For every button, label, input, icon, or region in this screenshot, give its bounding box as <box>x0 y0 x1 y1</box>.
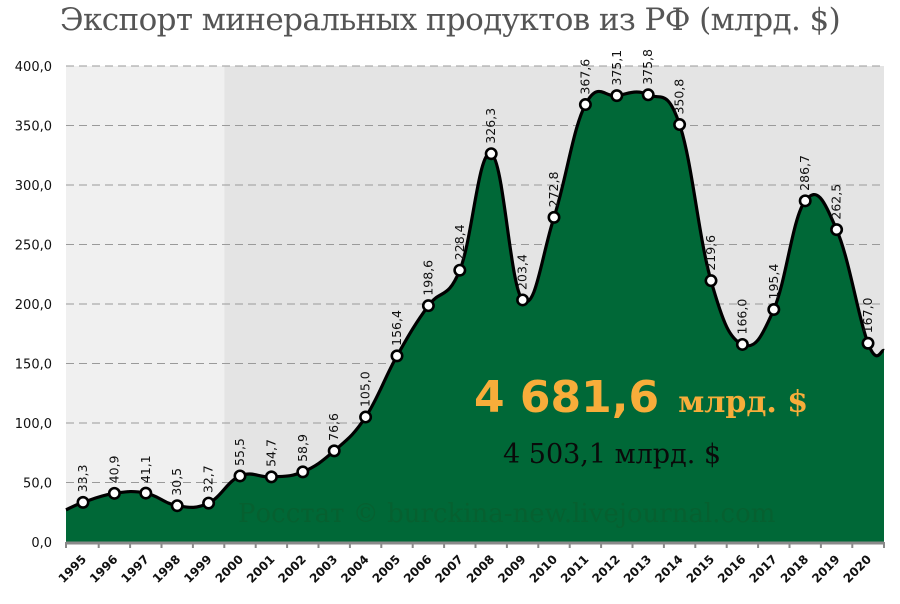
x-tick-label: 2005 <box>370 552 404 586</box>
x-tick-label: 1999 <box>181 552 215 586</box>
x-tick-label: 2008 <box>464 552 498 586</box>
x-tick-label: 1996 <box>87 552 121 586</box>
data-point-marker <box>76 495 90 509</box>
data-label: 33,3 <box>75 465 90 493</box>
x-tick-label: 2014 <box>652 552 686 586</box>
data-point-marker <box>359 410 373 424</box>
y-tick-label: 400,0 <box>15 60 52 75</box>
total-unit: млрд. $ <box>678 385 808 420</box>
watermark: Росстат © burckina-new.livejournal.com <box>238 499 775 529</box>
data-point-marker <box>202 496 216 510</box>
x-tick-label: 2019 <box>809 552 843 586</box>
x-tick-label: 2018 <box>778 552 812 586</box>
data-label: 105,0 <box>358 371 373 407</box>
data-point-marker <box>735 337 749 351</box>
data-point-marker <box>641 88 655 102</box>
data-label: 198,6 <box>420 260 435 296</box>
x-tick-label: 2004 <box>338 552 372 586</box>
data-point-marker <box>390 349 404 363</box>
data-label: 228,4 <box>452 224 467 260</box>
data-point-marker <box>264 470 278 484</box>
data-label: 166,0 <box>734 299 749 335</box>
data-point-marker <box>484 147 498 161</box>
annotations: Росстат © burckina-new.livejournal.com 4… <box>238 372 808 529</box>
data-point-marker <box>767 302 781 316</box>
data-point-marker <box>327 444 341 458</box>
data-label: 30,5 <box>169 468 184 496</box>
data-label: 375,8 <box>640 49 655 85</box>
x-tick-label: 2009 <box>495 552 529 586</box>
data-label: 167,0 <box>860 297 875 333</box>
x-tick-label: 2011 <box>558 552 592 586</box>
x-tick-label: 2002 <box>275 552 309 586</box>
data-point-marker <box>547 210 561 224</box>
data-point-marker <box>139 486 153 500</box>
data-point-marker <box>233 469 247 483</box>
data-label: 272,8 <box>546 172 561 208</box>
x-tick-label: 1997 <box>118 552 152 586</box>
data-label: 55,5 <box>232 438 247 466</box>
x-tick-label: 2016 <box>715 552 749 586</box>
x-tick-label: 2003 <box>307 552 341 586</box>
data-label: 375,1 <box>609 50 624 86</box>
data-point-marker <box>704 274 718 288</box>
x-tick-label: 2006 <box>401 552 435 586</box>
data-label: 76,6 <box>326 413 341 441</box>
x-tick-label: 2010 <box>527 552 561 586</box>
y-tick-label: 150,0 <box>15 358 52 373</box>
data-point-marker <box>421 299 435 313</box>
data-label: 32,7 <box>201 465 216 493</box>
x-tick-label: 2020 <box>841 552 875 586</box>
x-tick-label: 2007 <box>432 552 466 586</box>
data-label: 40,9 <box>106 455 121 483</box>
x-tick-label: 1995 <box>56 552 90 586</box>
data-label: 262,5 <box>829 184 844 220</box>
area-fill <box>66 91 884 542</box>
x-tick-label: 2013 <box>621 552 655 586</box>
data-point-marker <box>516 293 530 307</box>
data-label: 41,1 <box>138 455 153 483</box>
data-labels: 33,3 40,9 41,1 30,5 32,7 55,5 54,7 58,9 76,6 105,… <box>65 49 885 513</box>
x-tick-label: 2012 <box>589 552 623 586</box>
data-point-marker <box>673 118 687 132</box>
x-tick-label: 2001 <box>244 552 278 586</box>
data-label: 219,6 <box>703 235 718 271</box>
x-tick-label: 2017 <box>746 552 780 586</box>
y-tick-label: 100,0 <box>15 417 52 432</box>
data-area <box>66 91 884 542</box>
total-value: 4 681,6 <box>474 372 659 423</box>
data-label: 58,9 <box>295 434 310 462</box>
x-tick-label: 2000 <box>213 552 247 586</box>
y-tick-label: 50,0 <box>23 477 52 492</box>
data-point-marker <box>861 336 875 350</box>
data-label: 367,6 <box>577 59 592 95</box>
data-point-marker <box>107 486 121 500</box>
total-highlight: 4 681,6 млрд. $ <box>474 372 808 423</box>
data-point-marker <box>296 465 310 479</box>
x-tick-label: 1998 <box>150 552 184 586</box>
y-tick-label: 0,0 <box>31 536 52 551</box>
data-label: 156,4 <box>389 310 404 346</box>
data-label: 350,8 <box>672 79 687 115</box>
y-tick-label: 300,0 <box>15 179 52 194</box>
y-tick-label: 200,0 <box>15 298 52 313</box>
total-secondary: 4 503,1 млрд. $ <box>503 439 721 470</box>
data-label: 54,7 <box>263 439 278 467</box>
data-point-marker <box>453 263 467 277</box>
x-tick-label: 2015 <box>684 552 718 586</box>
chart-title: Экспорт минеральных продуктов из РФ (млр… <box>59 2 841 38</box>
data-point-marker <box>798 194 812 208</box>
data-point-marker <box>170 499 184 513</box>
y-tick-label: 250,0 <box>15 239 52 254</box>
data-label: 195,4 <box>766 264 781 300</box>
y-tick-label: 350,0 <box>15 120 52 135</box>
data-label: 326,3 <box>483 108 498 144</box>
data-point-marker <box>830 223 844 237</box>
data-point-marker <box>578 98 592 112</box>
data-point-marker <box>610 89 624 103</box>
data-label: 203,4 <box>515 254 530 290</box>
data-label: 286,7 <box>797 155 812 191</box>
